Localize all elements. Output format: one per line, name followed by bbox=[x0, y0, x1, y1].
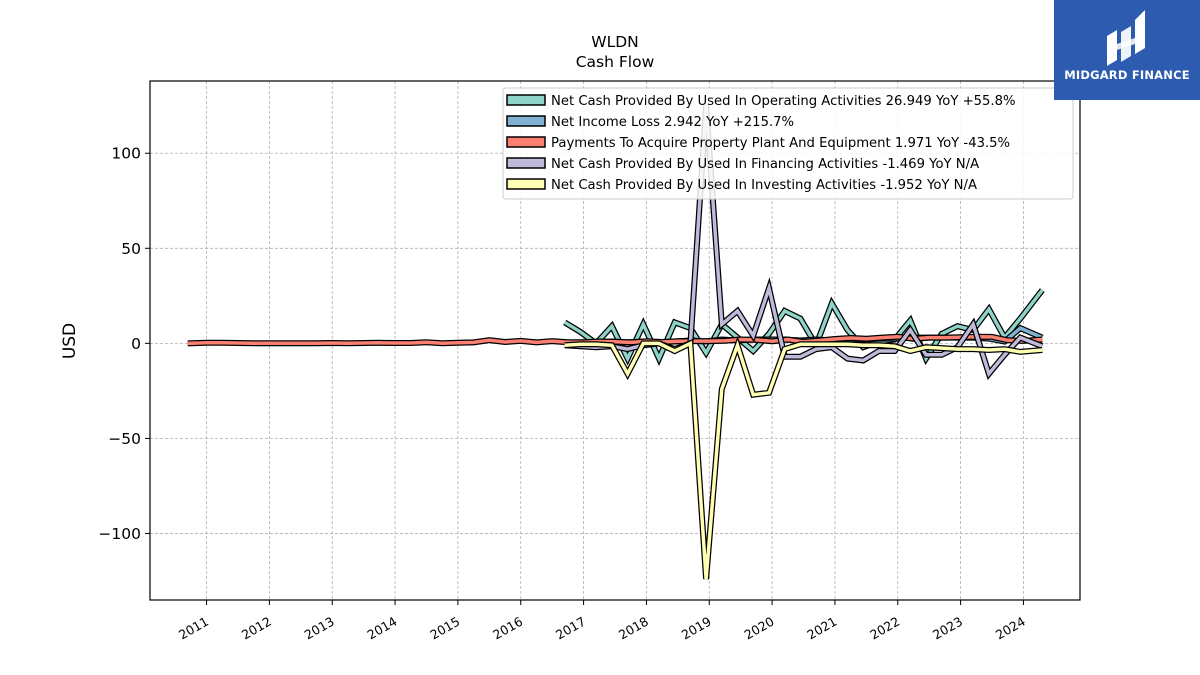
series-outline-4 bbox=[564, 335, 1043, 580]
brand-logo: MIDGARD FINANCE bbox=[1054, 0, 1200, 100]
legend-entry: Net Cash Provided By Used In Investing A… bbox=[551, 178, 977, 193]
legend-swatch bbox=[506, 94, 546, 106]
series-line-2 bbox=[187, 334, 1043, 346]
midgard-logo-icon bbox=[1107, 10, 1145, 66]
x-tick-label: 2011 bbox=[176, 614, 211, 643]
x-axis-ticks: 2011 2012 2013 2014 2015 2016 2017 2018 2019 2020… bbox=[176, 600, 1028, 643]
x-tick-label: 2023 bbox=[930, 614, 965, 643]
y-tick-label: 50 bbox=[121, 240, 141, 258]
legend-entry: Net Cash Provided By Used In Operating A… bbox=[551, 94, 1016, 109]
x-tick-label: 2018 bbox=[616, 614, 651, 643]
x-tick-label: 2021 bbox=[804, 614, 839, 643]
chart-subtitle: Cash Flow bbox=[576, 53, 655, 71]
x-tick-label: 2012 bbox=[239, 614, 274, 643]
legend-swatch bbox=[506, 115, 546, 127]
series-line-4 bbox=[564, 339, 1043, 580]
legend-swatch bbox=[506, 136, 546, 148]
x-tick-label: 2020 bbox=[742, 614, 777, 643]
legend-swatch bbox=[506, 157, 546, 169]
x-tick-label: 2024 bbox=[993, 614, 1028, 643]
legend-entry: Payments To Acquire Property Plant And E… bbox=[551, 136, 1010, 151]
legend: Net Cash Provided By Used In Operating A… bbox=[502, 87, 1074, 200]
legend-entry: Net Income Loss 2.942 YoY +215.7% bbox=[551, 115, 794, 130]
legend-box bbox=[502, 87, 1074, 200]
y-axis-ticks: 100 50 0 −50 −100 bbox=[98, 145, 150, 543]
chart-title: WLDN bbox=[591, 33, 639, 51]
x-tick-label: 2016 bbox=[490, 614, 525, 643]
y-tick-label: 0 bbox=[131, 335, 141, 353]
x-tick-label: 2015 bbox=[427, 614, 462, 643]
x-tick-label: 2014 bbox=[365, 614, 400, 643]
legend-entry: Net Cash Provided By Used In Financing A… bbox=[551, 157, 979, 172]
y-tick-label: 100 bbox=[111, 145, 141, 163]
y-tick-label: −100 bbox=[98, 525, 141, 543]
series-line-0 bbox=[563, 289, 1044, 363]
series-lines bbox=[187, 105, 1045, 580]
x-tick-label: 2013 bbox=[302, 614, 337, 643]
x-tick-label: 2022 bbox=[867, 614, 902, 643]
plot-frame bbox=[149, 80, 1081, 601]
x-tick-label: 2017 bbox=[553, 614, 588, 643]
x-tick-label: 2019 bbox=[679, 614, 714, 643]
y-tick-label: −50 bbox=[108, 430, 141, 448]
legend-swatch bbox=[506, 178, 546, 190]
brand-name: MIDGARD FINANCE bbox=[1064, 68, 1190, 82]
y-axis-label: USD bbox=[60, 323, 80, 359]
